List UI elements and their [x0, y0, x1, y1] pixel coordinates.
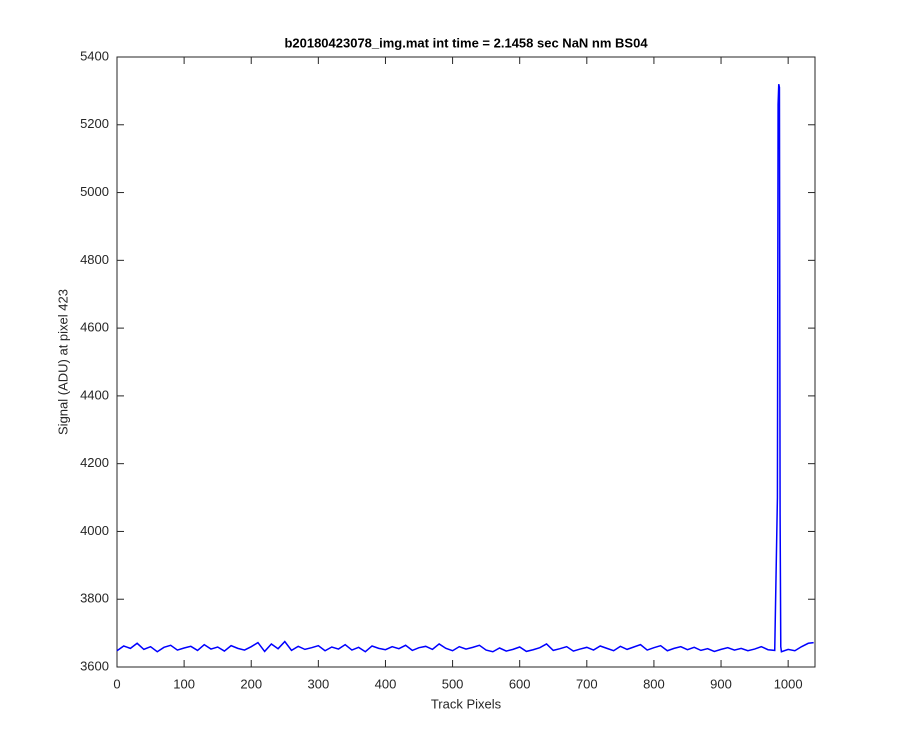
x-tick-label: 400 — [375, 676, 397, 691]
y-tick-label: 4400 — [80, 387, 109, 402]
x-tick-label: 600 — [509, 676, 531, 691]
x-tick-label: 0 — [113, 676, 120, 691]
x-tick-label: 500 — [442, 676, 464, 691]
x-tick-label: 300 — [307, 676, 329, 691]
y-tick-label: 3600 — [80, 658, 109, 673]
y-tick-label: 4800 — [80, 252, 109, 267]
y-tick-label: 4200 — [80, 455, 109, 470]
y-tick-label: 4600 — [80, 320, 109, 335]
y-tick-label: 3800 — [80, 591, 109, 606]
x-tick-label: 700 — [576, 676, 598, 691]
chart-title: b20180423078_img.mat int time = 2.1458 s… — [284, 35, 648, 50]
y-tick-label: 5000 — [80, 184, 109, 199]
y-tick-label: 5200 — [80, 116, 109, 131]
data-line — [116, 83, 814, 653]
plot-box — [116, 56, 816, 668]
x-tick-label: 200 — [240, 676, 262, 691]
x-tick-label: 800 — [643, 676, 665, 691]
x-axis-label: Track Pixels — [431, 696, 502, 711]
y-tick-label: 4000 — [80, 523, 109, 538]
x-tick-label: 1000 — [774, 676, 803, 691]
y-axis-label: Signal (ADU) at pixel 423 — [55, 289, 70, 435]
y-tick-label: 5400 — [80, 48, 109, 63]
x-tick-label: 100 — [173, 676, 195, 691]
x-tick-label: 900 — [710, 676, 732, 691]
